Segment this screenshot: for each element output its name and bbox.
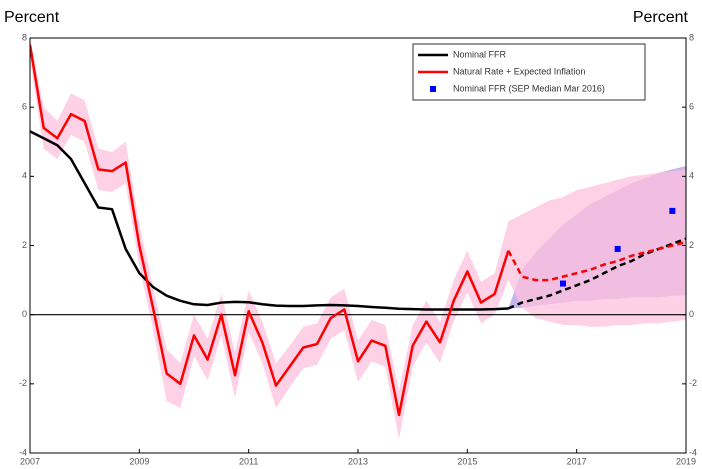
y2-tick-label: -4 [689, 447, 697, 457]
y2-axis-label: Percent [633, 9, 689, 26]
series-line [30, 130, 509, 311]
y2-tick-label: 0 [689, 309, 694, 319]
x-tick-label: 2017 [567, 456, 587, 466]
y-axis-label: Percent [4, 9, 60, 26]
x-tick-label: 2009 [129, 456, 149, 466]
sep-point [669, 207, 676, 214]
x-tick-label: 2013 [348, 456, 368, 466]
y-tick-label: -2 [19, 378, 27, 388]
y2-tick-label: 4 [689, 171, 694, 181]
sep-point [614, 245, 621, 252]
x-tick-label: 2019 [676, 456, 696, 466]
x-tick-label: 2007 [20, 456, 40, 466]
y2-tick-label: 2 [689, 240, 694, 250]
y-tick-label: 6 [22, 102, 27, 112]
y-tick-label: -4 [19, 447, 27, 457]
y-tick-label: 8 [22, 32, 27, 42]
legend-label: Nominal FFR (SEP Median Mar 2016) [453, 83, 605, 93]
axes: -4 -2 0 2 4 6 8 -4 -2 0 2 4 6 8 2007 2009 2011 2013 2015 20… [19, 32, 697, 466]
legend-swatch [430, 86, 436, 92]
x-tick-label: 2011 [239, 456, 258, 466]
y2-tick-label: 8 [689, 32, 694, 42]
series-line [507, 240, 686, 282]
sep-point [560, 280, 566, 287]
y2-tick-label: -2 [689, 378, 697, 388]
y-tick-label: 2 [22, 240, 27, 250]
y-tick-label: 0 [22, 309, 27, 319]
plot-area [30, 38, 686, 440]
y-tick-label: 4 [22, 171, 27, 181]
x-tick-label: 2015 [457, 456, 477, 466]
legend-box [412, 43, 646, 101]
series-line [507, 237, 686, 310]
y2-tick-label: 6 [689, 102, 694, 112]
legend-label: Nominal FFR [453, 49, 507, 59]
series-line [30, 44, 510, 417]
legend-label: Natural Rate + Expected Inflation [453, 66, 585, 76]
